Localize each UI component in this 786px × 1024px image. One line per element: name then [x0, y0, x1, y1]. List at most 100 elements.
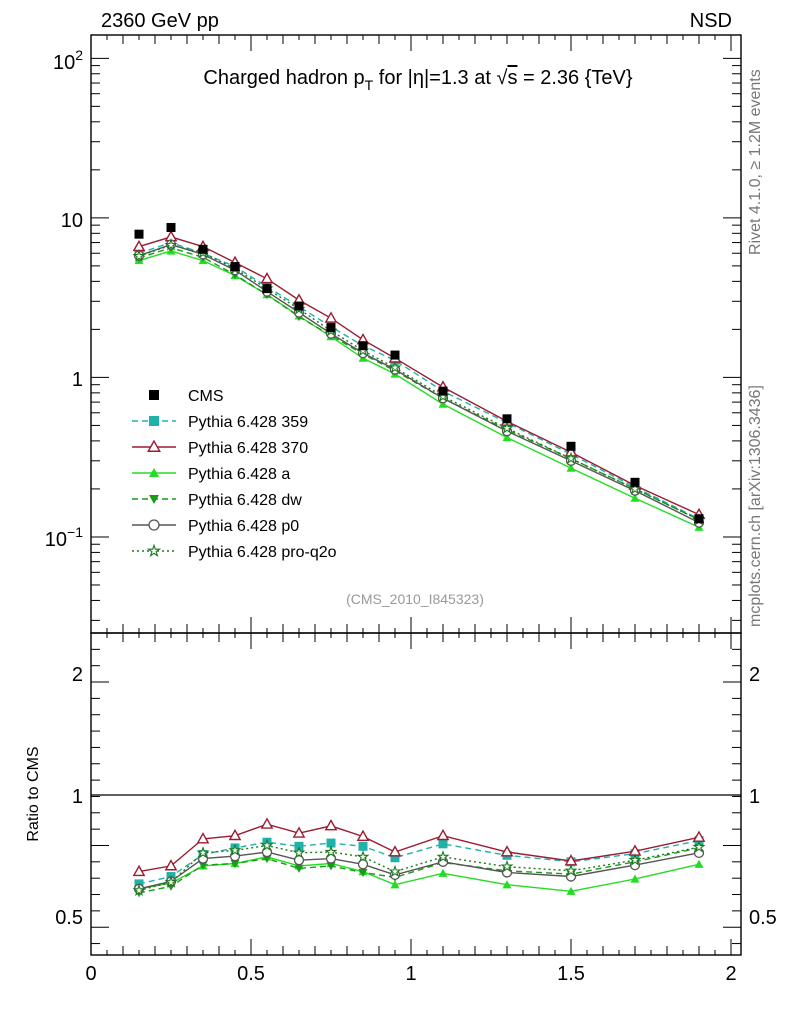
x-tick-label-2: 2: [725, 963, 736, 985]
ratio-point: [292, 826, 306, 838]
series-line: [138, 246, 700, 521]
ratio-point: [436, 850, 450, 863]
legend-marker: [149, 468, 159, 477]
ratio-point: [500, 859, 514, 873]
ratio-point: [196, 832, 210, 844]
ratio-point: [228, 843, 242, 857]
rivet-label: Rivet 4.1.0, ≥ 1.2M events: [747, 69, 764, 255]
series-line: [138, 250, 700, 528]
ratio-point: [164, 875, 178, 888]
legend-marker: [149, 390, 159, 400]
legend-label: Pythia 6.428 a: [188, 466, 290, 483]
ratio-y-tick-2-right: 2: [749, 664, 760, 686]
x-tick-label-1.5: 1.5: [557, 963, 585, 985]
series-line: [138, 241, 700, 520]
ratio-point: [357, 859, 369, 870]
ratio-plot-area: [132, 817, 706, 898]
ratio-line: [138, 844, 700, 892]
y-tick-label-10: 10: [61, 210, 83, 232]
chart-title: Charged hadron pT for |η|=1.3 at √s = 2.…: [203, 67, 632, 93]
ratio-point: [324, 819, 338, 831]
data-point: [324, 311, 338, 323]
ratio-point: [438, 868, 448, 877]
y-tick-label-1: 1: [72, 369, 83, 391]
data-point: [630, 477, 640, 487]
ratio-point: [293, 855, 305, 866]
ratio-series-pythia-6.428-dw: [134, 844, 704, 898]
ratio-point: [260, 838, 274, 852]
ratio-point: [198, 861, 208, 870]
data-point: [500, 421, 514, 434]
y-tick-label-100: 102: [53, 47, 83, 74]
data-point: [628, 481, 642, 495]
legend-entry: Pythia 6.428 pro-q2o: [132, 543, 337, 561]
legend-marker: [149, 416, 159, 426]
ratio-point: [132, 864, 146, 877]
x-tick-label-0.5: 0.5: [237, 963, 265, 985]
ratio-point: [564, 863, 578, 877]
legend-label: Pythia 6.428 359: [188, 414, 308, 431]
data-point: [134, 229, 144, 239]
ratio-point: [388, 864, 402, 878]
data-point: [390, 350, 400, 360]
data-point: [502, 433, 512, 442]
series-pythia-6.428-p0: [133, 239, 705, 528]
legend-marker: [146, 543, 162, 558]
ratio-line: [138, 851, 700, 890]
ratio-point: [390, 853, 400, 863]
ratio-point: [196, 846, 210, 859]
ratio-point: [294, 864, 304, 873]
ratio-y-tick-1-right: 1: [749, 786, 760, 808]
ratio-panel-frame: [90, 632, 742, 956]
series-line: [138, 236, 700, 516]
ratio-point: [502, 880, 512, 889]
data-point: [260, 271, 274, 284]
legend-marker: [149, 495, 159, 504]
ratio-point: [630, 874, 640, 883]
legend-label: Pythia 6.428 p0: [188, 518, 299, 535]
ratio-point: [500, 845, 514, 857]
ratio-series-pythia-6.428-a: [134, 852, 704, 895]
ratio-point: [262, 854, 272, 864]
ratio-point: [358, 868, 368, 877]
legend-entry: Pythia 6.428 359: [132, 414, 308, 431]
data-point: [694, 514, 704, 524]
legend-label: Pythia 6.428 dw: [188, 492, 302, 509]
ratio-point: [390, 880, 400, 889]
legend-label: CMS: [188, 388, 224, 405]
data-point: [566, 463, 576, 472]
ratio-point: [694, 859, 704, 868]
main-plot-area: [132, 223, 706, 531]
ratio-point: [438, 839, 448, 849]
ratio-point: [132, 883, 146, 896]
ratio-line: [138, 847, 700, 894]
ratio-series-pythia-6.428-370: [132, 817, 706, 877]
process-label: NSD: [690, 10, 732, 32]
energy-label: 2360 GeV pp: [101, 10, 219, 32]
data-point: [166, 223, 176, 233]
ratio-point: [628, 853, 642, 866]
legend-label: Pythia 6.428 pro-q2o: [188, 544, 337, 561]
data-point: [132, 249, 146, 262]
data-point: [164, 238, 178, 251]
y-tick-label-0.1: 10−1: [45, 524, 83, 551]
ratio-axis-label: Ratio to CMS: [25, 746, 42, 841]
legend-entry: Pythia 6.428 dw: [132, 492, 302, 509]
ratio-line: [138, 839, 700, 885]
ratio-point: [358, 841, 368, 851]
data-point: [198, 244, 208, 254]
ratio-point: [326, 838, 336, 848]
ratio-point: [324, 845, 338, 858]
legend-entry: Pythia 6.428 p0: [132, 518, 299, 535]
ratio-line: [138, 856, 700, 893]
legend-label: Pythia 6.428 370: [188, 440, 308, 457]
ratio-point: [260, 817, 274, 829]
ratio-point: [566, 886, 576, 895]
ratio-point: [436, 828, 450, 841]
axis-ticks: [90, 35, 741, 955]
ratio-point: [230, 859, 240, 868]
data-point: [566, 441, 576, 451]
x-tick-label-0: 0: [85, 963, 96, 985]
legend: CMS Pythia 6.428 359 Pythia 6.428 370 Pythi…: [132, 388, 337, 561]
